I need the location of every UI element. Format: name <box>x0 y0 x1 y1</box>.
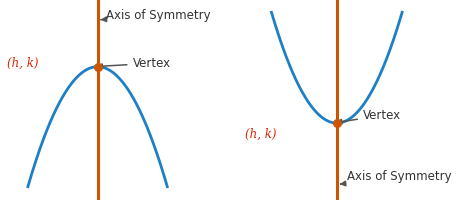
Text: (h, k): (h, k) <box>246 127 277 140</box>
Text: (h, k): (h, k) <box>7 57 38 70</box>
Text: Axis of Symmetry: Axis of Symmetry <box>341 170 451 186</box>
Text: Vertex: Vertex <box>337 109 401 124</box>
Text: Vertex: Vertex <box>98 57 171 70</box>
Text: Axis of Symmetry: Axis of Symmetry <box>101 9 211 22</box>
